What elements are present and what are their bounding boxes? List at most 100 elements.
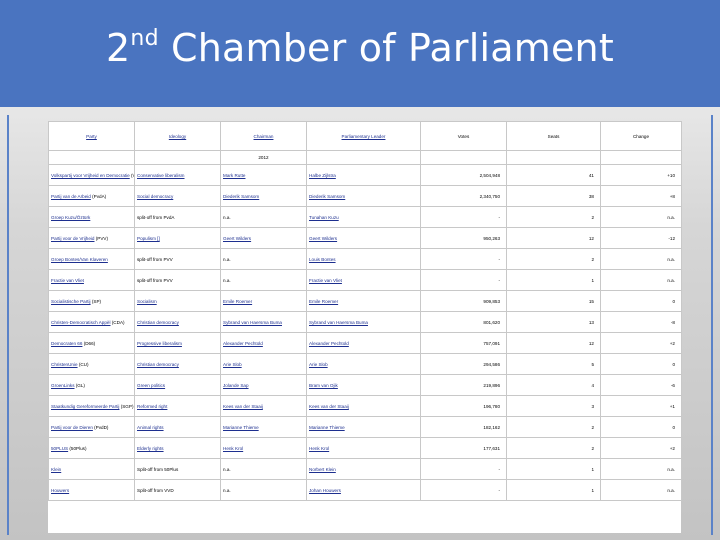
party-link[interactable]: Partij voor de Vrijheid — [51, 235, 95, 241]
votes-cell: 2,504,948 — [420, 164, 507, 186]
ideology-link[interactable]: Elderly rights — [137, 445, 164, 451]
header-ideology[interactable]: Ideology — [134, 121, 221, 151]
leader-link[interactable]: Diederik Samsom — [309, 193, 346, 199]
ideology-cell: Reformed right — [134, 395, 221, 417]
seats-cell: 12 — [506, 227, 601, 249]
ideology-cell: Populism [] — [134, 227, 221, 249]
ideology-link[interactable]: Christian democracy — [137, 361, 179, 367]
party-link[interactable]: Christen-Democratisch Appèl — [51, 319, 111, 325]
party-link[interactable]: Volkspartij voor Vrijheid en Democratie — [51, 172, 130, 178]
header-party[interactable]: Party — [48, 121, 135, 151]
party-link[interactable]: Partij voor de Dieren — [51, 424, 93, 430]
chairman-link[interactable]: Kees van der Staaij — [223, 403, 263, 409]
votes-cell: - — [420, 206, 507, 228]
leader-cell: Kees van der Staaij — [306, 395, 421, 417]
change-cell: n.a. — [600, 248, 682, 270]
chairman-link[interactable]: Henk Krol — [223, 445, 244, 451]
leader-link[interactable]: Emile Roemer — [309, 298, 339, 304]
slide-frame — [7, 115, 713, 535]
leader-link[interactable]: Norbert Klein — [309, 466, 336, 472]
chairman-link[interactable]: Arie Slob — [223, 361, 242, 367]
chairman-link[interactable]: Sybrand van Haersma Buma — [223, 319, 282, 325]
party-link[interactable]: GroenLinks — [51, 382, 75, 388]
ideology-link[interactable]: Progressive liberalism — [137, 340, 182, 346]
leader-link[interactable]: Tunahan Kuzu — [309, 214, 339, 220]
chairman-link[interactable]: Jolande Sap — [223, 382, 249, 388]
slide-title: 2nd Chamber of Parliament — [0, 24, 720, 72]
header-change: Change — [600, 121, 682, 151]
leader-link[interactable]: Halbe Zijlstra — [309, 172, 336, 178]
party-abbreviation: (CDA) — [110, 319, 125, 325]
header-chairman[interactable]: Chairman — [220, 121, 307, 151]
leader-link[interactable]: Louis Bontes — [309, 256, 336, 262]
change-cell: n.a. — [600, 458, 682, 480]
table-row: ChristenUnie (CU) Christian democracy Arie… — [48, 353, 682, 375]
ideology-link[interactable]: Social democracy — [137, 193, 174, 199]
party-cell: Partij voor de Vrijheid (PVV) — [48, 227, 135, 249]
party-cell: GroenLinks (GL) — [48, 374, 135, 396]
party-link[interactable]: Fractie van Vliet — [51, 277, 84, 283]
leader-link[interactable]: Johan Houwers — [309, 487, 341, 493]
title-ordinal-suffix: nd — [130, 26, 159, 51]
chairman-cell: n.a. — [220, 206, 307, 228]
chairman-link[interactable]: Geert Wilders — [223, 235, 252, 241]
leader-cell: Henk Krol — [306, 437, 421, 459]
party-link[interactable]: Groep Kuzu/Öztürk — [51, 214, 91, 220]
party-cell: Staatkundig Gereformeerde Partij (SGP) — [48, 395, 135, 417]
votes-cell: 801,620 — [420, 311, 507, 333]
party-link[interactable]: Socialistische Partij — [51, 298, 91, 304]
leader-link[interactable]: Marianne Thieme — [309, 424, 345, 430]
leader-link[interactable]: Kees van der Staaij — [309, 403, 349, 409]
seats-cell: 2 — [506, 437, 601, 459]
chairman-link[interactable]: Diederik Samsom — [223, 193, 260, 199]
header-parliamentary-leader[interactable]: Parliamentary Leader — [306, 121, 421, 151]
leader-link[interactable]: Henk Krol — [309, 445, 330, 451]
chairman-link[interactable]: Emile Roemer — [223, 298, 253, 304]
party-link[interactable]: Partij van de Arbeid — [51, 193, 91, 199]
party-cell: Democraten 66 (D66) — [48, 332, 135, 354]
ideology-link[interactable]: Christian democracy — [137, 319, 179, 325]
ideology-cell: Animal rights — [134, 416, 221, 438]
chairman-cell: Henk Krol — [220, 437, 307, 459]
title-text: Chamber of Parliament — [158, 26, 614, 70]
ideology-link[interactable]: Conservative liberalism — [137, 172, 185, 178]
party-link[interactable]: Klein — [51, 466, 62, 472]
table-row: Partij van de Arbeid (PvdA) Social democr… — [48, 185, 682, 207]
ideology-link[interactable]: Animal rights — [137, 424, 164, 430]
party-link[interactable]: Groep Bontes/Van Klaveren — [51, 256, 108, 262]
chairman-link[interactable]: Mark Rutte — [223, 172, 246, 178]
leader-link[interactable]: Fractie van Vliet — [309, 277, 342, 283]
ideology-link[interactable]: Green politics — [137, 382, 166, 388]
ideology-cell: Christian democracy — [134, 311, 221, 333]
party-link[interactable]: ChristenUnie — [51, 361, 78, 367]
ideology-link[interactable]: Populism [] — [137, 235, 160, 241]
party-link[interactable]: Staatkundig Gereformeerde Partij — [51, 403, 120, 409]
leader-cell: Diederik Samsom — [306, 185, 421, 207]
chairman-cell: Kees van der Staaij — [220, 395, 307, 417]
chairman-link[interactable]: Alexander Pechtold — [223, 340, 263, 346]
leader-link[interactable]: Bram van Ojik — [309, 382, 338, 388]
seats-cell: 2 — [506, 416, 601, 438]
chairman-cell: n.a. — [220, 458, 307, 480]
party-link[interactable]: 50PLUS — [51, 445, 69, 451]
chairman-cell: Emile Roemer — [220, 290, 307, 312]
seats-cell: 38 — [506, 185, 601, 207]
seats-cell: 3 — [506, 395, 601, 417]
table-row: GroenLinks (GL) Green politics Jolande Sap… — [48, 374, 682, 396]
leader-link[interactable]: Geert Wilders — [309, 235, 338, 241]
seats-cell: 5 — [506, 353, 601, 375]
table-row: Democraten 66 (D66) Progressive liberalis… — [48, 332, 682, 354]
party-abbreviation: (CU) — [77, 361, 89, 367]
leader-link[interactable]: Arie Slob — [309, 361, 328, 367]
leader-link[interactable]: Sybrand van Haersma Buma — [309, 319, 368, 325]
chairman-link[interactable]: Marianne Thieme — [223, 424, 259, 430]
chairman-cell: Diederik Samsom — [220, 185, 307, 207]
ideology-link[interactable]: Reformed right — [137, 403, 168, 409]
ideology-link[interactable]: Socialism — [137, 298, 157, 304]
ideology-cell: Elderly rights — [134, 437, 221, 459]
party-link[interactable]: Democraten 66 — [51, 340, 83, 346]
party-abbreviation: (SP) — [90, 298, 102, 304]
parliament-table: Party Ideology Chairman Parliamentary Le… — [48, 121, 682, 501]
party-link[interactable]: Houwers — [51, 487, 70, 493]
leader-link[interactable]: Alexander Pechtold — [309, 340, 349, 346]
